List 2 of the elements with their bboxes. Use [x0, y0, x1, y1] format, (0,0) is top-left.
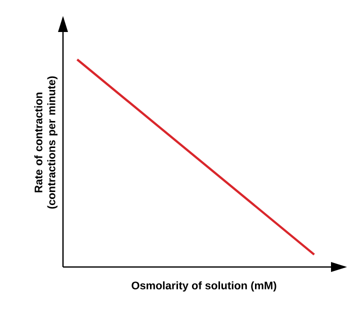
y-axis-title: Rate of contraction (contractions per minute)	[34, 76, 58, 209]
x-axis-title: Osmolarity of solution (mM)	[132, 281, 276, 292]
